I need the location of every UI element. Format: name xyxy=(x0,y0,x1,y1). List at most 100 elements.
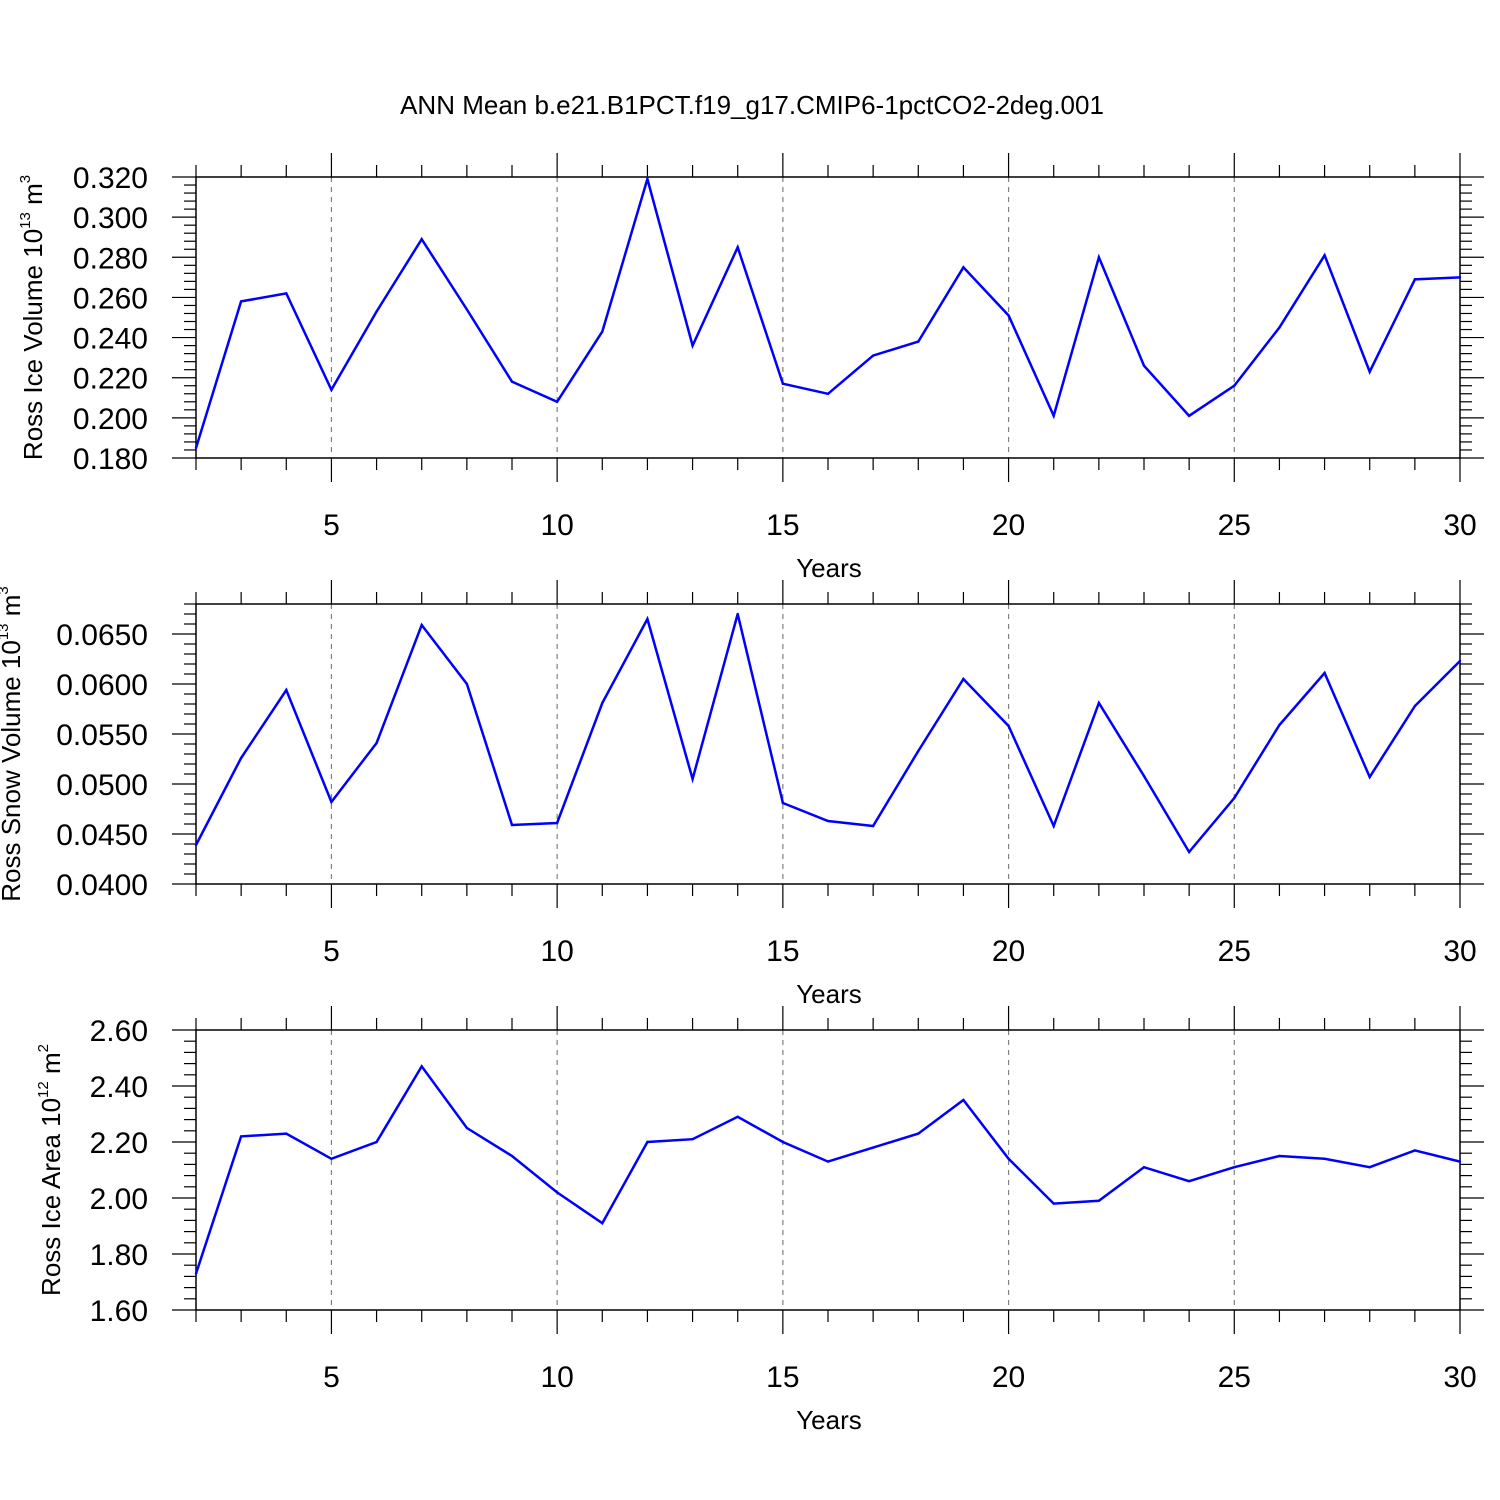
data-point xyxy=(375,1140,378,1144)
data-point xyxy=(691,1138,694,1141)
data-point xyxy=(1323,254,1326,257)
data-point xyxy=(601,701,604,705)
series-line xyxy=(194,174,1461,449)
data-point xyxy=(1278,723,1281,727)
data-point xyxy=(871,354,875,357)
x-tick-label: 25 xyxy=(1218,935,1251,968)
y-tick-label: 0.220 xyxy=(73,363,148,396)
data-point xyxy=(962,1098,965,1102)
x-tick-label: 10 xyxy=(540,509,573,542)
data-point xyxy=(1097,701,1101,705)
x-tick-label: 10 xyxy=(540,935,573,968)
data-point xyxy=(962,266,965,269)
data-point xyxy=(465,682,469,686)
data-point xyxy=(1458,1160,1462,1163)
data-point xyxy=(285,688,288,692)
data-point xyxy=(1233,796,1236,800)
y-tick-label: 0.300 xyxy=(73,202,148,235)
y-tick-label: 0.260 xyxy=(73,282,148,315)
data-point xyxy=(1142,1166,1146,1169)
x-tick-label: 15 xyxy=(766,935,799,968)
x-tick-label: 15 xyxy=(766,1361,799,1394)
data-point xyxy=(465,308,469,311)
data-point xyxy=(646,617,649,621)
x-tick-label: 10 xyxy=(540,1361,573,1394)
data-point xyxy=(1097,1199,1101,1203)
chart-title: ANN Mean b.e21.B1PCT.f19_g17.CMIP6-1pctC… xyxy=(400,90,1104,120)
data-point xyxy=(917,340,920,343)
data-point xyxy=(1458,659,1462,663)
data-point xyxy=(465,1126,469,1130)
x-tick-label: 30 xyxy=(1443,1361,1476,1394)
y-tick-label: 0.0600 xyxy=(56,669,148,702)
series-line xyxy=(194,613,1461,855)
data-point xyxy=(420,238,423,241)
plot-panel-1: 0.180 0.200 0.220 0.240 0.260 0.280 0.300 0.320… xyxy=(17,153,1484,583)
data-point xyxy=(781,801,785,805)
data-point xyxy=(1323,671,1326,675)
data-point xyxy=(781,1140,785,1144)
y-tick-label: 0.280 xyxy=(73,242,148,275)
y-axis-label: Ross Snow Volume 1013 m3 xyxy=(0,586,26,902)
data-point xyxy=(601,1222,604,1225)
data-point xyxy=(1007,314,1010,317)
data-point xyxy=(330,388,333,391)
plot-panel-2: 0.0400 0.0450 0.0500 0.0550 0.0600 0.0650 5 10 1… xyxy=(0,580,1484,1009)
x-tick-label: 5 xyxy=(323,935,340,968)
y-tick-label: 2.60 xyxy=(90,1015,148,1048)
data-point xyxy=(239,300,243,303)
data-point xyxy=(736,246,739,249)
data-point xyxy=(1142,774,1146,778)
x-tick-label: 15 xyxy=(766,509,799,542)
data-point xyxy=(917,1132,920,1135)
y-tick-label: 2.20 xyxy=(90,1127,148,1160)
x-tick-label: 30 xyxy=(1443,935,1476,968)
x-tick-label: 20 xyxy=(992,935,1025,968)
data-point xyxy=(871,1146,875,1149)
x-tick-label: 25 xyxy=(1218,1361,1251,1394)
x-tick-label: 30 xyxy=(1443,509,1476,542)
data-point xyxy=(826,819,830,823)
data-point xyxy=(1413,278,1417,281)
data-point xyxy=(1097,256,1101,259)
series-line xyxy=(194,1064,1461,1274)
data-point xyxy=(510,823,514,827)
y-tick-label: 0.0500 xyxy=(56,769,148,802)
data-point xyxy=(917,749,920,753)
data-point xyxy=(601,330,604,333)
plot-panel-3: 1.60 1.80 2.00 2.20 2.40 2.60 5 10 15 20 25 30 Years… xyxy=(35,1006,1484,1435)
x-tick-label: 5 xyxy=(323,1361,340,1394)
y-tick-label: 0.180 xyxy=(73,443,148,476)
data-point xyxy=(239,1135,243,1138)
y-tick-label: 0.200 xyxy=(73,403,148,436)
x-tick-label: 5 xyxy=(323,509,340,542)
data-point xyxy=(194,446,198,450)
y-tick-label: 0.0550 xyxy=(56,719,148,752)
data-point xyxy=(1007,724,1010,728)
x-tick-label: 20 xyxy=(992,1361,1025,1394)
data-point xyxy=(1323,1157,1326,1161)
data-point xyxy=(1007,1157,1010,1161)
data-point xyxy=(871,824,875,828)
data-point xyxy=(1233,384,1236,387)
y-tick-label: 0.320 xyxy=(73,162,148,195)
data-point xyxy=(555,821,559,825)
data-point xyxy=(239,756,243,760)
x-tick-label: 25 xyxy=(1218,509,1251,542)
y-axis-label: Ross Ice Volume 1013 m3 xyxy=(17,175,48,460)
y-tick-label: 0.240 xyxy=(73,323,148,356)
y-tick-label: 2.00 xyxy=(90,1183,148,1216)
plot-frame xyxy=(195,1029,1461,1311)
data-point xyxy=(555,400,559,403)
data-point xyxy=(1368,370,1371,373)
data-point xyxy=(194,843,198,847)
y-tick-label: 0.0650 xyxy=(56,619,148,652)
y-tick-label: 1.60 xyxy=(90,1295,148,1328)
data-point xyxy=(375,310,378,313)
data-point xyxy=(420,623,423,627)
data-point xyxy=(1052,824,1055,828)
data-point xyxy=(691,344,694,347)
plot-frame xyxy=(195,603,1461,885)
x-axis-label: Years xyxy=(796,979,862,1009)
data-point xyxy=(1278,326,1281,329)
